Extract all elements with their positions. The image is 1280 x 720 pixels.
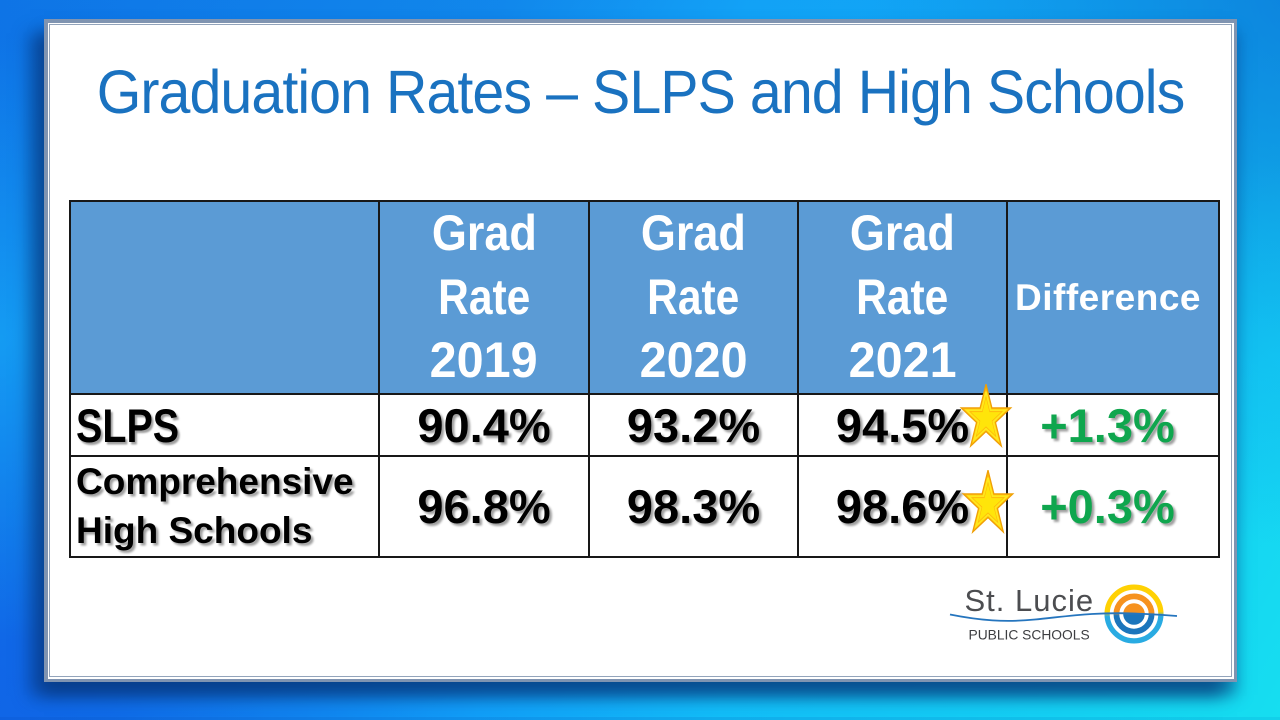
svg-text:St. Lucie: St. Lucie: [965, 583, 1095, 618]
svg-text:PUBLIC SCHOOLS: PUBLIC SCHOOLS: [969, 628, 1090, 643]
